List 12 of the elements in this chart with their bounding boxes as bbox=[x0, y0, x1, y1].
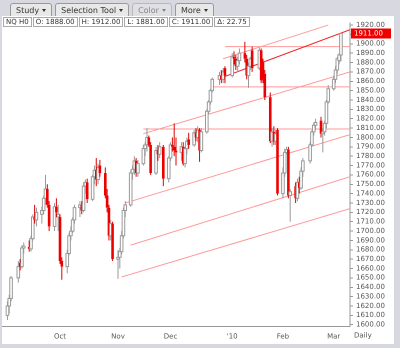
text: Color bbox=[138, 5, 159, 16]
candlestick bbox=[187, 132, 190, 150]
candlestick bbox=[250, 46, 254, 72]
candlestick bbox=[58, 214, 62, 264]
candlestick bbox=[149, 142, 152, 176]
text: More bbox=[180, 5, 201, 16]
text: Selection Tool bbox=[61, 5, 116, 16]
candlestick bbox=[111, 221, 114, 262]
text: Study bbox=[16, 5, 40, 16]
candlestick bbox=[162, 144, 165, 187]
candlestick bbox=[98, 159, 102, 178]
candlestick bbox=[276, 128, 279, 196]
